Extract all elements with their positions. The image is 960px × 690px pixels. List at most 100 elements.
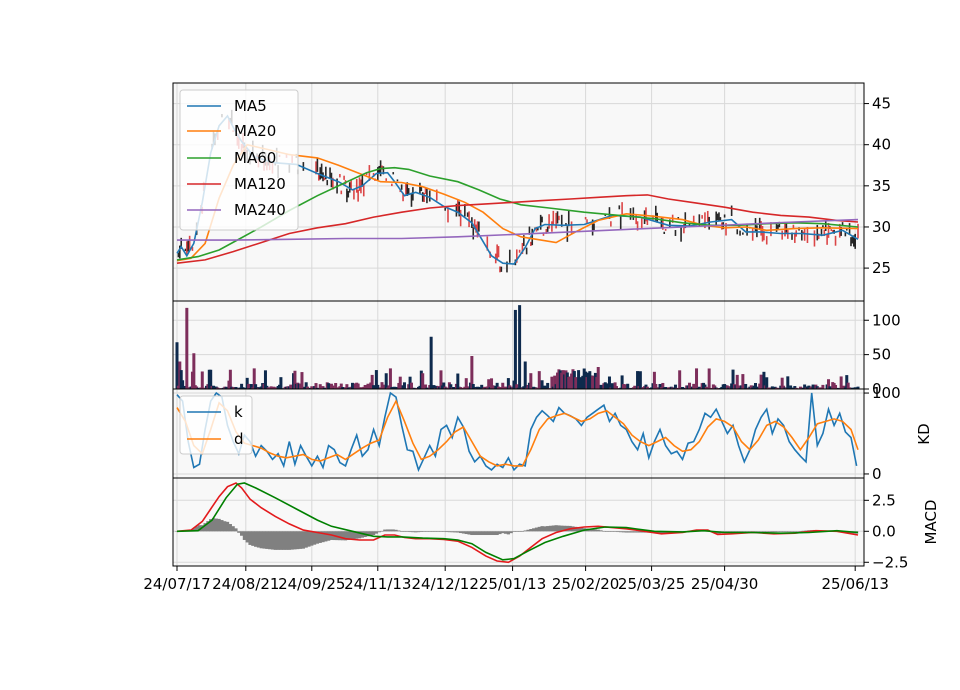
volume-bar [793, 386, 797, 389]
volume-bar [470, 356, 474, 389]
volume-bar [473, 386, 477, 389]
candlestick [188, 235, 191, 251]
macd-bar [487, 531, 491, 536]
volume-bar [658, 383, 662, 389]
candlestick [455, 203, 458, 217]
candlestick [834, 235, 837, 246]
candlestick [656, 212, 659, 223]
macd-bar [273, 531, 277, 550]
volume-bar [513, 309, 517, 389]
legend-label-k: k [234, 403, 243, 421]
candlestick [353, 189, 355, 200]
candlestick [435, 189, 438, 201]
macd-bar [313, 531, 317, 545]
candlestick [820, 228, 823, 237]
volume-bar [620, 375, 624, 389]
volume-bar [515, 384, 519, 389]
volume-bar [846, 382, 850, 389]
ma-line-ma240 [177, 218, 859, 241]
y-tick-label: 25 [872, 259, 891, 277]
y-tick-label: 0.0 [872, 522, 896, 540]
candlestick [546, 226, 549, 232]
candlestick [539, 214, 542, 230]
candlestick [400, 184, 403, 190]
macd-bar [284, 531, 289, 550]
macd-bar [607, 531, 612, 532]
macd-bar [753, 531, 758, 532]
macd-bar [621, 531, 626, 533]
candlestick [636, 221, 639, 231]
candlestick [191, 246, 194, 251]
volume-bar [546, 382, 550, 389]
macd-bar [209, 519, 213, 532]
volume-bar [304, 382, 308, 389]
volume-bar [607, 376, 611, 389]
volume-bar [501, 382, 505, 389]
volume-bar [652, 371, 656, 389]
candlestick [806, 226, 809, 244]
macd-bar [231, 526, 235, 532]
macd-bar [773, 531, 777, 532]
candlestick [852, 235, 855, 247]
volume-bar [334, 383, 338, 389]
candlestick [777, 224, 779, 230]
candlestick [325, 166, 327, 180]
candlestick [552, 210, 555, 226]
macd-bar [450, 531, 454, 533]
macd-bar [501, 531, 505, 534]
candlestick [322, 172, 324, 182]
volume-bar [762, 371, 766, 389]
macd-bar [456, 531, 460, 533]
y-tick-label: 100 [872, 311, 901, 329]
volume-bar [374, 370, 378, 389]
macd-bar [498, 531, 502, 535]
volume-bar [464, 378, 468, 389]
volume-bar [765, 377, 769, 389]
macd-bar [369, 531, 373, 536]
volume-bar [818, 387, 822, 389]
candlestick [444, 207, 446, 211]
volume-bar [289, 384, 293, 389]
macd-bar [751, 531, 755, 532]
candlestick [525, 247, 528, 255]
candlestick [368, 165, 371, 181]
macd-bar [217, 518, 221, 532]
kd-legend: k d [179, 395, 253, 455]
x-tick-label: 24/08/21 [212, 575, 279, 593]
candlestick [515, 249, 518, 263]
y-tick-label: 40 [872, 136, 891, 154]
y-tick-label: 0 [872, 380, 882, 398]
volume-bar [429, 336, 433, 389]
macd-bar [489, 531, 494, 536]
candlestick [584, 217, 587, 220]
macd-bar [397, 530, 401, 532]
macd-bar [523, 530, 527, 532]
candlestick [765, 236, 768, 245]
candlestick [565, 223, 567, 226]
macd-bar [444, 531, 449, 533]
macd-bar [610, 531, 614, 532]
volume-bar [856, 386, 860, 389]
candlestick [347, 190, 350, 198]
y-tick-label: −2.5 [872, 553, 908, 571]
candlestick [318, 172, 320, 181]
macd-bar [562, 525, 567, 532]
candlestick [570, 221, 573, 234]
macd-bar [321, 531, 325, 543]
macd-bar [256, 531, 261, 548]
candlestick [803, 228, 806, 241]
macd-axis-title: MACD [922, 500, 940, 545]
candlestick [692, 215, 695, 223]
candlestick [405, 182, 407, 195]
volume-bar [842, 385, 846, 389]
candlestick [350, 179, 352, 191]
macd-bar [318, 531, 322, 543]
volume-bar [321, 386, 325, 389]
macd-bar [793, 531, 797, 532]
candlestick [739, 230, 741, 236]
volume-bar [692, 383, 696, 389]
macd-bar [484, 531, 488, 536]
macd-panel [173, 478, 864, 566]
volume-bar [402, 382, 406, 389]
